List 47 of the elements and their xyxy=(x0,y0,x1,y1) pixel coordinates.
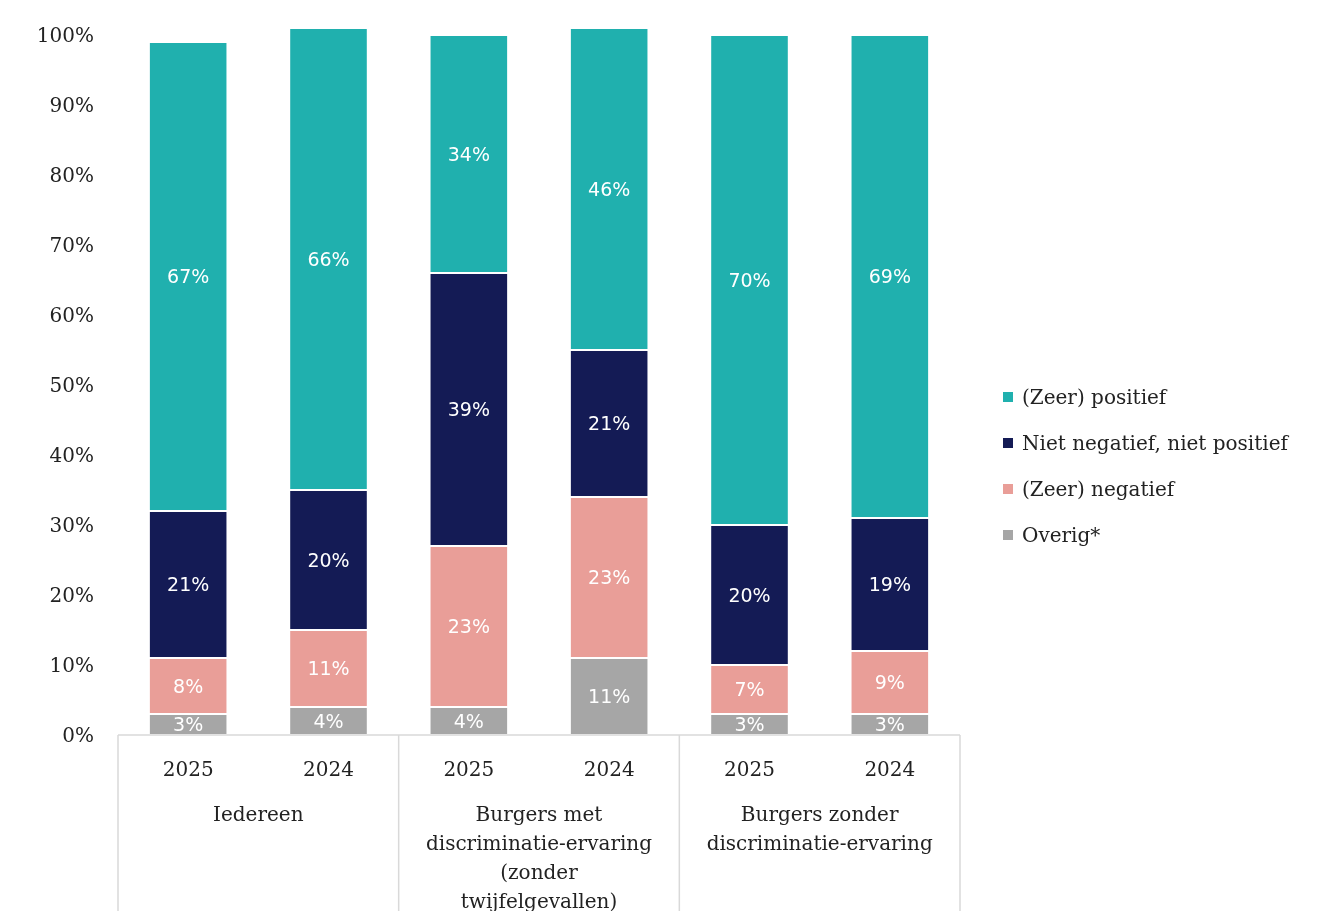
x-tick-label: 2024 xyxy=(864,757,916,781)
data-label: 4% xyxy=(313,709,344,732)
data-label: 20% xyxy=(307,548,350,571)
data-label: 11% xyxy=(307,657,350,680)
y-tick-label: 90% xyxy=(49,93,94,117)
y-tick-label: 70% xyxy=(49,233,94,257)
legend-label: (Zeer) positief xyxy=(1022,385,1168,409)
legend-label: Overig* xyxy=(1022,523,1101,547)
data-label: 34% xyxy=(447,142,490,165)
data-label: 46% xyxy=(588,177,631,200)
data-label: 70% xyxy=(728,268,771,291)
text: Iedereen xyxy=(213,802,304,826)
data-label: 3% xyxy=(734,713,765,736)
data-label: 69% xyxy=(868,265,911,288)
text: Burgers zonder discriminatie-ervaring xyxy=(706,802,933,855)
y-tick-label: 50% xyxy=(49,373,94,397)
x-tick-label: 2025 xyxy=(443,757,495,781)
y-tick-label: 60% xyxy=(49,303,94,327)
x-tick-label: 2024 xyxy=(303,757,354,781)
data-label: 67% xyxy=(167,265,210,288)
data-label: 21% xyxy=(167,573,210,596)
y-tick-label: 100% xyxy=(36,23,94,47)
y-tick-label: 30% xyxy=(49,513,94,537)
data-label: 7% xyxy=(734,678,765,701)
data-label: 4% xyxy=(453,709,484,732)
x-tick-label: 2024 xyxy=(583,757,635,781)
data-label: 19% xyxy=(868,573,911,596)
data-label: 66% xyxy=(307,247,350,270)
data-label: 20% xyxy=(728,583,771,606)
x-tick-label: 2025 xyxy=(724,757,775,781)
data-label: 3% xyxy=(173,713,204,736)
data-label: 23% xyxy=(447,615,490,638)
legend-label: Niet negatief, niet positief xyxy=(1022,431,1290,455)
x-tick-label: 2025 xyxy=(162,757,214,781)
y-tick-label: 20% xyxy=(49,583,94,607)
y-tick-label: 0% xyxy=(62,723,94,747)
data-label: 8% xyxy=(173,674,204,697)
data-label: 11% xyxy=(588,685,631,708)
data-label: 3% xyxy=(874,713,905,736)
data-label: 39% xyxy=(447,398,490,421)
y-tick-label: 10% xyxy=(49,653,94,677)
data-label: 21% xyxy=(588,412,631,435)
legend-label: (Zeer) negatief xyxy=(1022,477,1176,501)
data-label: 23% xyxy=(588,566,631,589)
y-tick-label: 40% xyxy=(49,443,94,467)
y-tick-label: 80% xyxy=(49,163,94,187)
data-label: 9% xyxy=(874,671,905,694)
